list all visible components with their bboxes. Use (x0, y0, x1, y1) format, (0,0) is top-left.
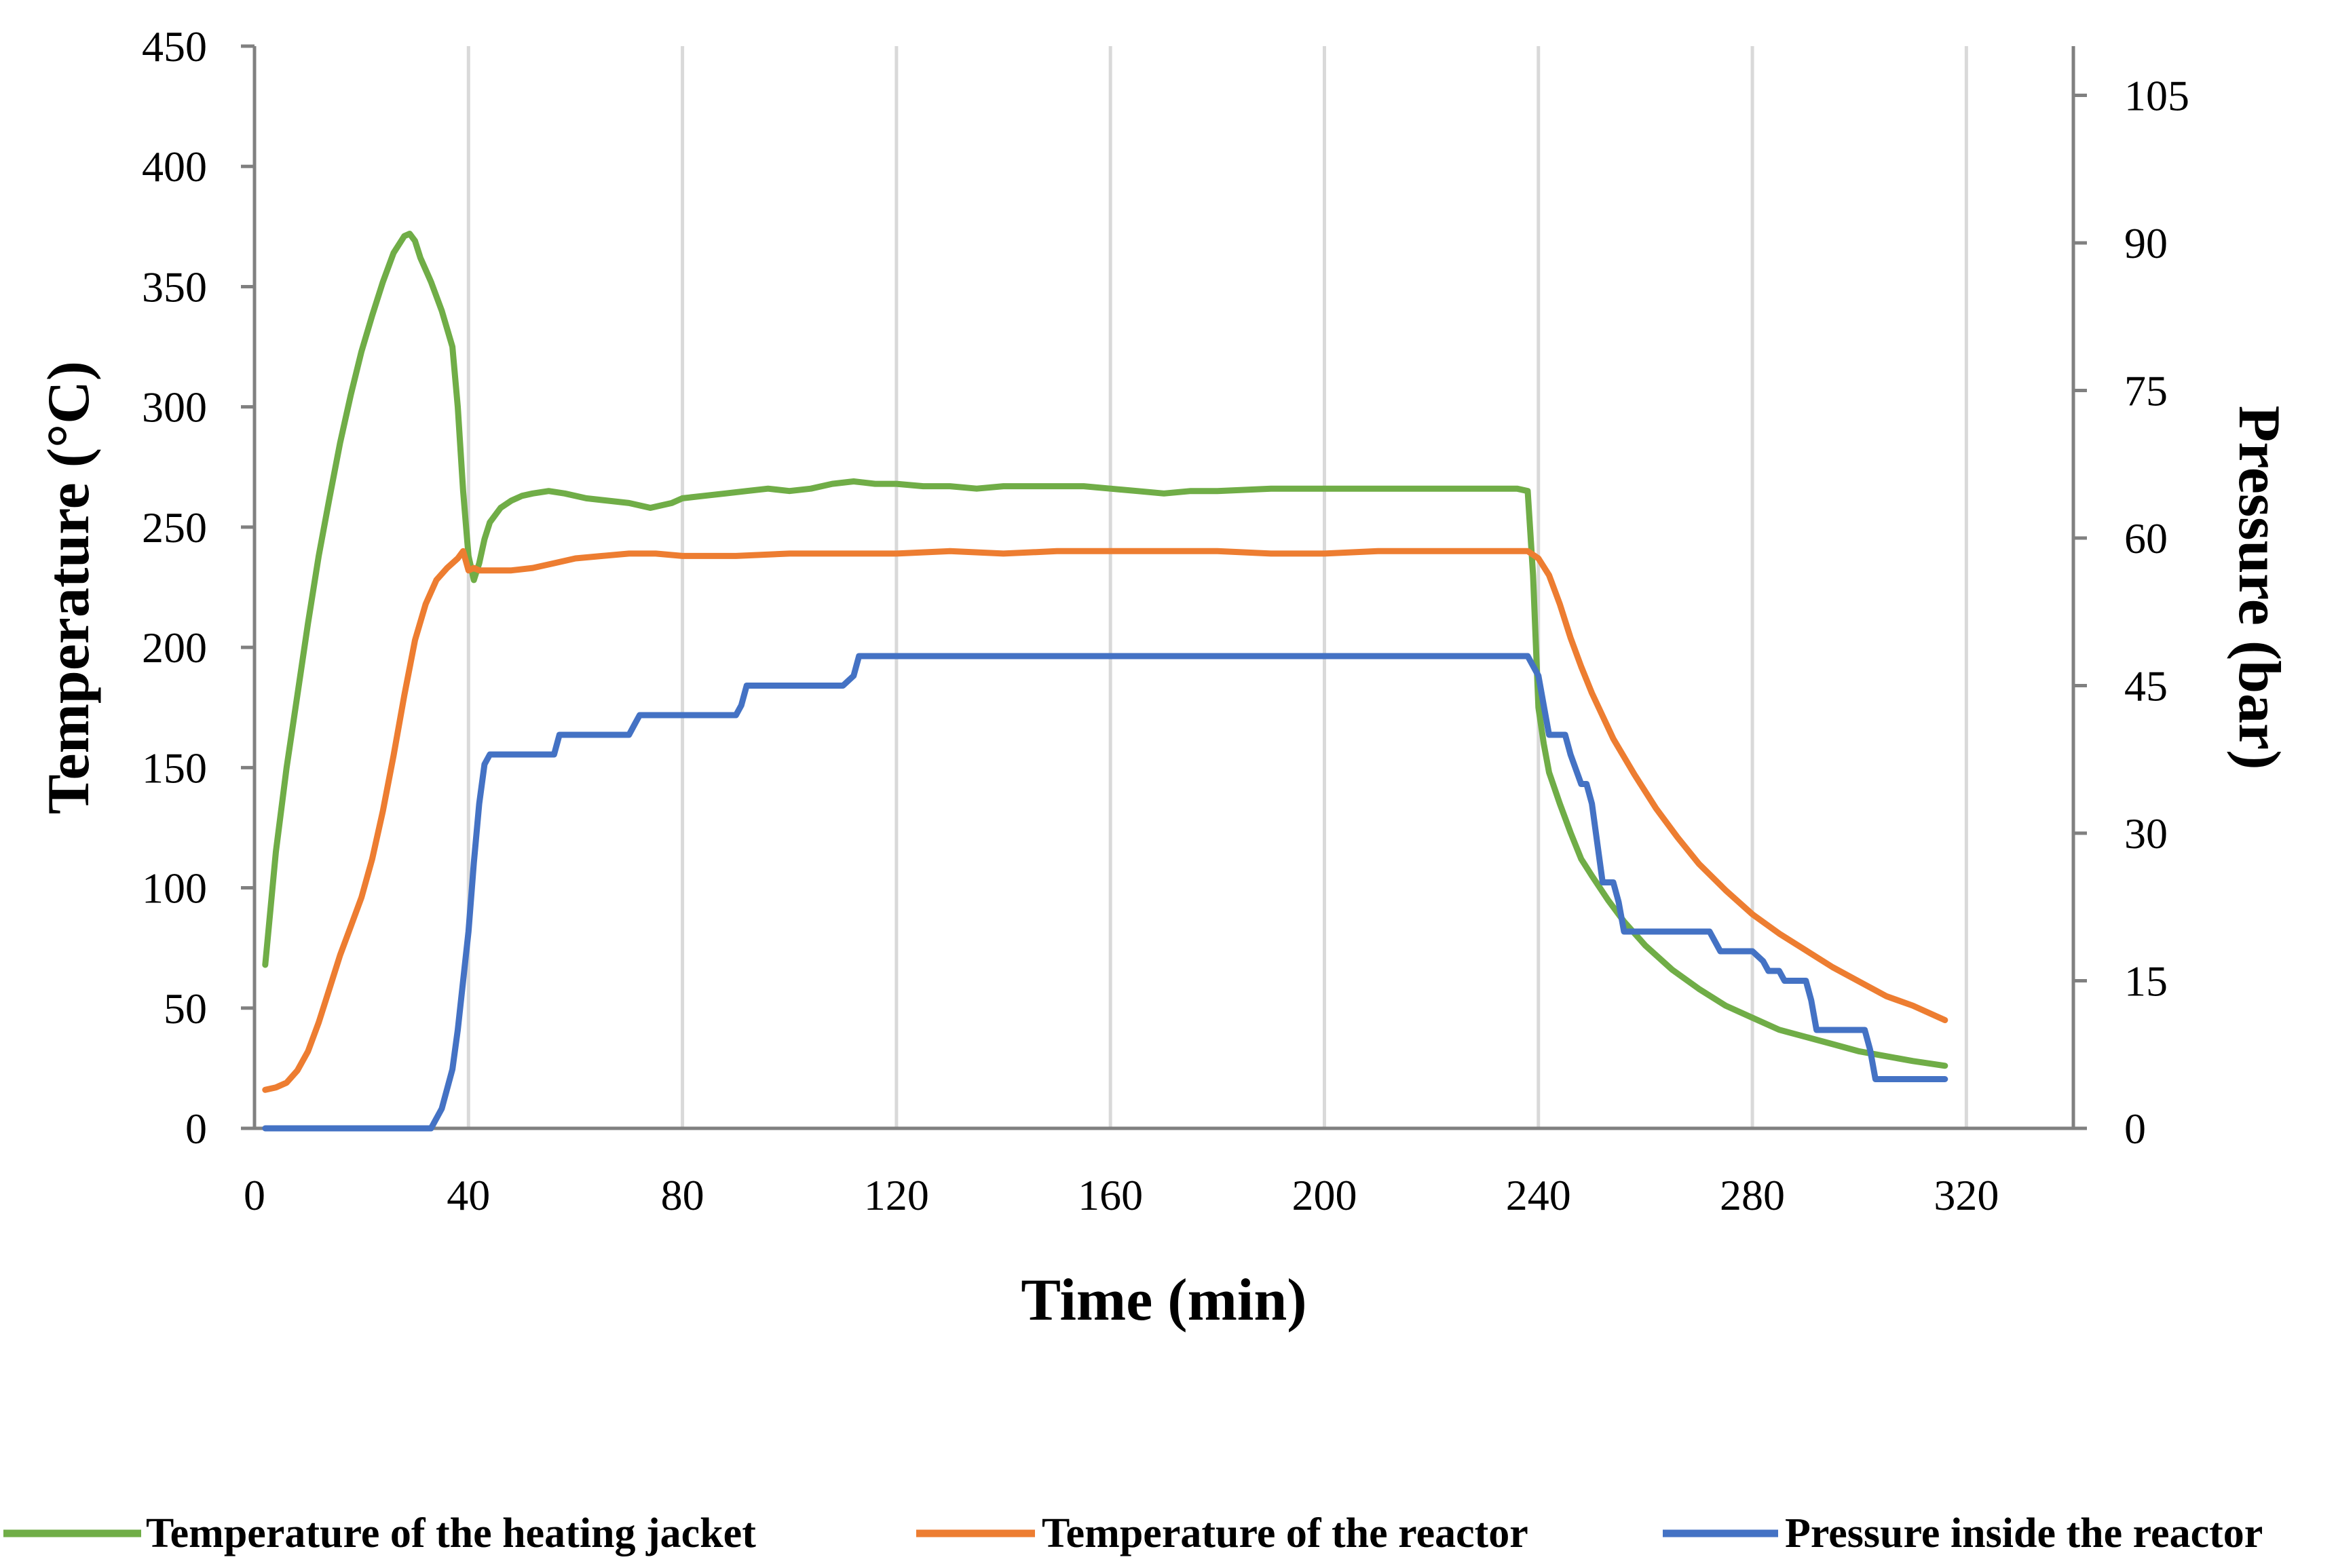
y-tick-label-100: 100 (142, 864, 207, 913)
y-tick-label-450: 450 (142, 22, 207, 71)
y2-tick-label-45: 45 (2124, 662, 2168, 710)
y2-tick-label-30: 30 (2124, 809, 2168, 858)
y-tick-label-0: 0 (185, 1105, 207, 1153)
x-tick-label-0: 0 (244, 1171, 265, 1219)
y-tick-label-300: 300 (142, 383, 207, 432)
y-tick-label-200: 200 (142, 624, 207, 672)
x-tick-label-280: 280 (1720, 1171, 1785, 1219)
x-tick-label-40: 40 (447, 1171, 490, 1219)
x-tick-label-120: 120 (864, 1171, 929, 1219)
x-tick-labels: 0 40 80 120 160 200 240 280 320 (244, 1171, 1999, 1219)
x-tick-label-160: 160 (1078, 1171, 1143, 1219)
y2-tick-label-15: 15 (2124, 957, 2168, 1006)
legend-item-jacket: Temperature of the heating jacket (3, 1510, 756, 1556)
y-tick-labels: 0 50 100 150 200 250 300 350 400 450 (142, 22, 255, 1153)
legend-label-pressure: Pressure inside the reactor (1785, 1510, 2263, 1556)
legend-label-jacket: Temperature of the heating jacket (146, 1510, 756, 1556)
series-line-1 (262, 548, 1948, 1093)
y-tick-label-250: 250 (142, 503, 207, 552)
y2-axis-title: Pressure (bar) (2226, 406, 2292, 770)
y2-tick-label-105: 105 (2124, 72, 2189, 120)
legend-item-reactor-temp: Temperature of the reactor (916, 1510, 1528, 1556)
y-tick-label-400: 400 (142, 142, 207, 191)
y-tick-label-350: 350 (142, 263, 207, 311)
y2-tick-label-75: 75 (2124, 367, 2168, 415)
series-line-2 (262, 653, 1948, 1132)
y2-tick-labels: 0 15 30 45 60 75 90 105 (2073, 72, 2189, 1153)
series-lines (262, 231, 1948, 1132)
x-tick-label-240: 240 (1506, 1171, 1571, 1219)
x-tick-label-320: 320 (1934, 1171, 1999, 1219)
legend-label-reactor-temp: Temperature of the reactor (1042, 1510, 1528, 1556)
x-tick-label-80: 80 (661, 1171, 704, 1219)
y-tick-label-50: 50 (164, 984, 207, 1033)
y2-tick-label-0: 0 (2124, 1105, 2146, 1153)
y-axis-title: Temperature (°C) (36, 361, 102, 814)
y2-tick-label-60: 60 (2124, 514, 2168, 562)
y2-tick-label-90: 90 (2124, 219, 2168, 267)
legend-item-pressure: Pressure inside the reactor (1663, 1510, 2263, 1556)
series-line-0 (262, 231, 1948, 1069)
y-tick-label-150: 150 (142, 744, 207, 792)
legend: Temperature of the heating jacket Temper… (3, 1510, 2263, 1556)
x-axis-title: Time (min) (1021, 1267, 1306, 1333)
x-tick-label-200: 200 (1292, 1171, 1357, 1219)
gridlines (466, 46, 1968, 1128)
